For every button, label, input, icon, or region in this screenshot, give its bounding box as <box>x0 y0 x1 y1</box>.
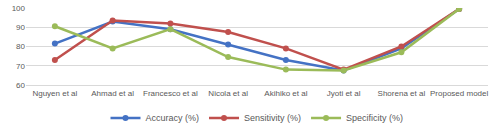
svg-text:80: 80 <box>16 42 25 51</box>
svg-text:Accuracy (%): Accuracy (%) <box>146 113 200 123</box>
svg-text:Sensitivity (%): Sensitivity (%) <box>244 113 301 123</box>
svg-text:90: 90 <box>16 23 25 32</box>
svg-text:Nicola et al: Nicola et al <box>208 89 248 98</box>
svg-text:Nguyen et al: Nguyen et al <box>32 89 77 98</box>
svg-text:Proposed model: Proposed model <box>430 89 488 98</box>
svg-text:100: 100 <box>12 4 26 13</box>
svg-text:60: 60 <box>16 81 25 90</box>
svg-text:Jyoti et al: Jyoti et al <box>327 89 361 98</box>
svg-text:Shorena et al: Shorena et al <box>378 89 426 98</box>
svg-text:Francesco et al: Francesco et al <box>143 89 198 98</box>
svg-text:Ahmad et al: Ahmad et al <box>91 89 134 98</box>
svg-text:Akihiko et al: Akihiko et al <box>264 89 307 98</box>
svg-text:70: 70 <box>16 62 25 71</box>
svg-text:Specificity (%): Specificity (%) <box>346 113 403 123</box>
